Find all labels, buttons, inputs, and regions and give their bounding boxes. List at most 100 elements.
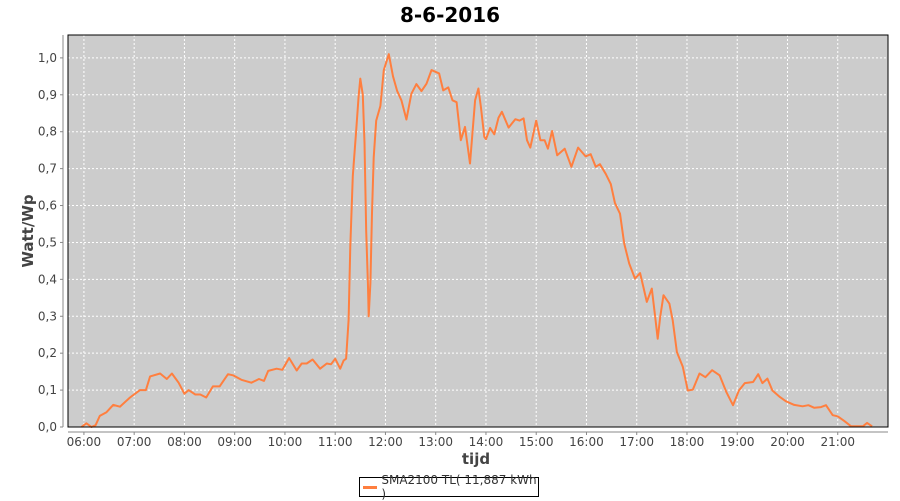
data-point — [551, 130, 553, 132]
data-point — [145, 389, 147, 391]
data-point — [194, 394, 196, 396]
data-point — [605, 173, 607, 175]
data-point — [219, 385, 221, 387]
x-tick-label: 16:00 — [569, 435, 604, 449]
data-point — [212, 385, 214, 387]
data-point — [267, 370, 269, 372]
data-point — [646, 301, 648, 303]
y-tick-label: 0,1 — [38, 383, 57, 397]
data-point — [474, 99, 476, 101]
data-point — [825, 404, 827, 406]
data-point — [364, 142, 366, 144]
data-point — [544, 139, 546, 141]
data-point — [599, 163, 601, 165]
data-point — [564, 148, 566, 150]
data-point — [820, 406, 822, 408]
data-point — [379, 105, 381, 107]
y-tick-label: 0,8 — [38, 125, 57, 139]
data-point — [639, 272, 641, 274]
data-point — [711, 369, 713, 371]
y-tick-label: 0,4 — [38, 272, 57, 286]
legend: SMA2100 TL( 11,887 kWh ) — [359, 473, 539, 501]
data-point — [514, 118, 516, 120]
data-point — [296, 370, 298, 372]
data-point — [676, 351, 678, 353]
plot-border — [67, 34, 889, 428]
plot-area — [67, 34, 889, 428]
data-point — [227, 373, 229, 375]
data-point — [99, 415, 101, 417]
data-point — [807, 404, 809, 406]
data-point — [362, 94, 364, 96]
data-point — [489, 127, 491, 129]
data-point — [367, 282, 369, 284]
data-point — [785, 400, 787, 402]
data-point — [178, 382, 180, 384]
data-point — [119, 406, 121, 408]
x-tick-label: 21:00 — [820, 435, 855, 449]
data-point — [149, 375, 151, 377]
data-point — [375, 120, 377, 122]
data-point — [301, 363, 303, 365]
x-tick-label: 08:00 — [167, 435, 202, 449]
data-point — [477, 88, 479, 90]
data-point — [483, 136, 485, 138]
data-point — [501, 111, 503, 113]
data-point — [232, 374, 234, 376]
data-point — [171, 372, 173, 374]
data-point — [345, 358, 347, 360]
data-point — [832, 414, 834, 416]
x-tick-label: 19:00 — [720, 435, 755, 449]
data-point — [368, 315, 370, 317]
data-point — [199, 394, 201, 396]
y-tick-label: 0,2 — [38, 346, 57, 360]
data-point — [485, 138, 487, 140]
data-point — [447, 86, 449, 88]
x-axis: 06:00 07:00 08:00 09:00 10:00 11:00 12:00 13:00… — [67, 431, 888, 449]
data-point — [623, 243, 625, 245]
data-point — [654, 316, 656, 318]
data-point — [442, 89, 444, 91]
data-point — [348, 319, 350, 321]
y-axis: 0,0 0,1 0,2 0,3 0,4 0,5 0,6 0,7 0,8 0,9 1,0 — [38, 35, 64, 434]
data-point — [420, 90, 422, 92]
data-point — [388, 53, 390, 55]
data-point — [343, 360, 345, 362]
chart-title: 8-6-2016 — [400, 3, 500, 27]
data-point — [306, 363, 308, 365]
x-tick-label: 17:00 — [619, 435, 654, 449]
x-tick-label: 07:00 — [117, 435, 152, 449]
data-point — [614, 202, 616, 204]
data-point — [771, 389, 773, 391]
data-point — [518, 120, 520, 122]
data-point — [330, 363, 332, 365]
x-tick-label: 12:00 — [368, 435, 403, 449]
data-point — [837, 415, 839, 417]
data-point — [365, 230, 367, 232]
data-point — [425, 83, 427, 85]
data-point — [451, 99, 453, 101]
data-point — [628, 262, 630, 264]
data-point — [585, 155, 587, 157]
data-point — [383, 69, 385, 71]
data-point — [672, 319, 674, 321]
data-point — [779, 396, 781, 398]
data-point — [405, 119, 407, 121]
data-point — [349, 245, 351, 247]
data-point — [699, 372, 701, 374]
data-point — [526, 139, 528, 141]
y-axis-label: Watt/Wp — [19, 194, 37, 267]
data-point — [813, 407, 815, 409]
data-point — [334, 358, 336, 360]
data-point — [240, 379, 242, 381]
data-point — [659, 316, 661, 318]
y-tick-label: 0,6 — [38, 199, 57, 213]
data-point — [166, 378, 168, 380]
data-point — [352, 175, 354, 177]
data-point — [396, 90, 398, 92]
data-point — [288, 357, 290, 359]
data-point — [85, 422, 87, 424]
data-point — [159, 372, 161, 374]
data-point — [843, 420, 845, 422]
